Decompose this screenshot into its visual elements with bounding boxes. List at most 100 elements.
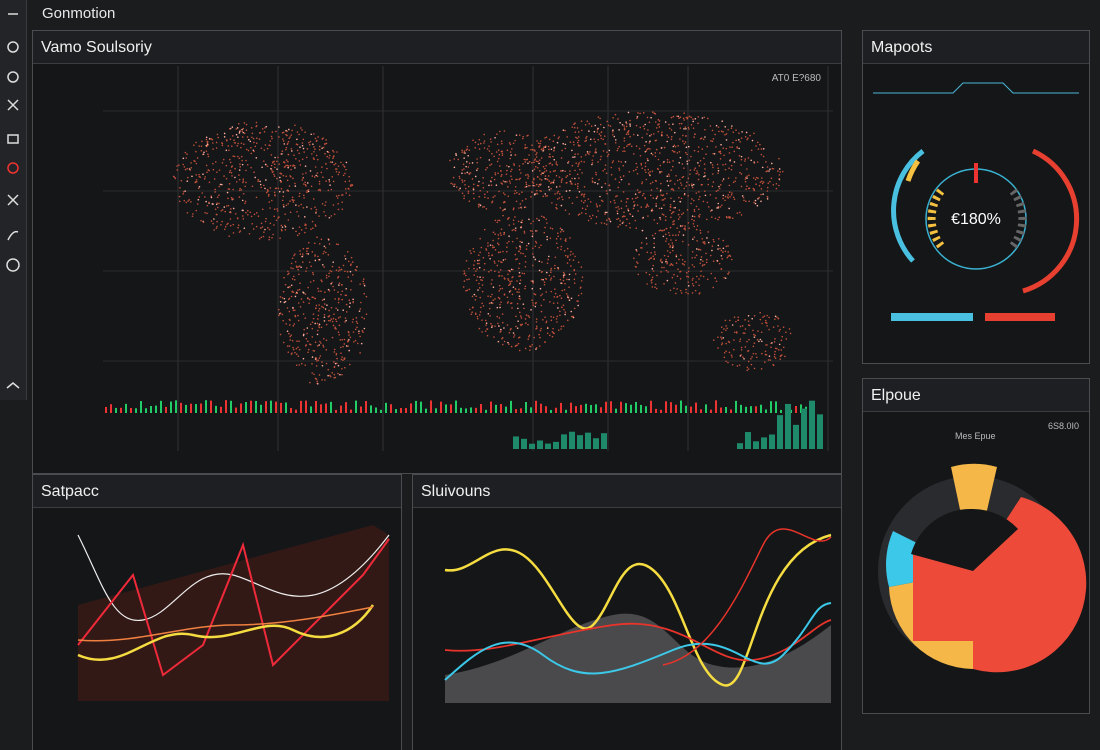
ticker-bar xyxy=(545,406,547,413)
ticker-bar xyxy=(595,404,597,413)
ticker-bar xyxy=(560,402,562,413)
ticker-bar xyxy=(465,408,467,413)
ticker-bar xyxy=(340,405,342,413)
ticker-bar xyxy=(640,404,642,413)
volume-bar xyxy=(513,436,519,449)
ticker-bar xyxy=(305,400,307,413)
ticker-bar xyxy=(325,403,327,413)
ticker-bar xyxy=(290,407,292,413)
ticker-bar xyxy=(585,403,587,413)
volume-bar xyxy=(737,443,743,449)
ticker-bar xyxy=(475,407,477,413)
ticker-bar xyxy=(600,407,602,413)
ticker-bar xyxy=(320,404,322,413)
ticker-bar xyxy=(395,409,397,413)
gauge-panel: Mapoots €180% xyxy=(862,30,1090,364)
right-chart-title: Sluivouns xyxy=(421,483,491,500)
ticker-bar xyxy=(770,401,772,413)
ticker-bar xyxy=(385,402,387,413)
ticker-bar xyxy=(185,404,187,413)
sidebar-icons xyxy=(6,13,20,389)
ticker-bar xyxy=(350,409,352,413)
ticker-bar xyxy=(375,407,377,413)
ticker-bar xyxy=(300,400,302,413)
left-chart-title: Satpacc xyxy=(41,483,99,500)
volume-bar xyxy=(561,434,567,449)
ticker-bar xyxy=(765,409,767,413)
ticker-bar xyxy=(410,403,412,413)
ticker-bar xyxy=(555,407,557,413)
left-chart-header xyxy=(33,475,401,508)
ticker-bar xyxy=(525,402,527,413)
ticker-bar xyxy=(570,402,572,413)
ticker-bar xyxy=(445,404,447,413)
ticker-bar xyxy=(505,406,507,413)
gauge: €180% xyxy=(873,82,1080,321)
ticker-bar xyxy=(795,405,797,413)
ticker-bar xyxy=(510,400,512,413)
ticker-bar xyxy=(735,400,737,413)
ticker-bar xyxy=(360,406,362,413)
ticker-bar xyxy=(620,401,622,413)
ticker-bar xyxy=(235,407,237,413)
ticker-bar xyxy=(455,400,457,413)
ticker-bar xyxy=(740,404,742,413)
ticker-bar xyxy=(670,402,672,413)
ticker-bar xyxy=(480,403,482,413)
ticker-bar xyxy=(575,406,577,413)
ticker-bar xyxy=(625,403,627,413)
ticker-bar xyxy=(195,404,197,413)
ticker-bar xyxy=(690,406,692,413)
sidebar xyxy=(0,0,27,400)
volume-bar xyxy=(761,437,767,449)
volume-bar xyxy=(521,438,527,449)
ticker-bar xyxy=(145,408,147,413)
ticker-bar xyxy=(450,404,452,413)
volume-bar xyxy=(553,441,559,449)
ticker-bar xyxy=(780,409,782,413)
ticker-bar xyxy=(335,409,337,413)
ticker-bar xyxy=(550,409,552,413)
ticker-bar xyxy=(440,401,442,413)
map-corner: AT0 E?680 xyxy=(771,73,821,84)
ticker-bar xyxy=(260,404,262,413)
ticker-bar xyxy=(140,400,142,413)
map-panel: Vamo Soulsoriy AT0 E?680 xyxy=(32,30,842,474)
ticker-bar xyxy=(405,408,407,413)
ticker-bar xyxy=(150,405,152,413)
ticker-bar xyxy=(695,402,697,413)
ticker-bar xyxy=(310,406,312,413)
ticker-bar xyxy=(745,406,747,413)
ticker-bar xyxy=(540,403,542,413)
ticker-bar xyxy=(755,406,757,413)
donut-title: Elpoue xyxy=(871,387,921,404)
volume-bar xyxy=(809,400,815,449)
ticker-bar xyxy=(535,400,537,413)
ticker-bar xyxy=(285,402,287,413)
ticker-bar xyxy=(240,403,242,413)
ticker-bar xyxy=(215,405,217,413)
ticker-bar xyxy=(190,403,192,413)
world-map xyxy=(103,66,833,451)
ticker-bar xyxy=(435,408,437,413)
donut xyxy=(878,463,1087,673)
ticker-bar xyxy=(115,407,117,413)
right-chart-panel: Sluivouns xyxy=(412,474,842,750)
ticker-bar xyxy=(345,402,347,413)
ticker-bar xyxy=(700,409,702,413)
app-title: Gonmotion xyxy=(42,5,116,22)
ticker-bar xyxy=(415,400,417,413)
volume-bar xyxy=(529,443,535,449)
volume-bar xyxy=(753,441,759,449)
ticker-bar xyxy=(750,406,752,413)
map-dots xyxy=(172,111,792,385)
ticker-bar xyxy=(485,409,487,413)
ticker-bar xyxy=(295,409,297,413)
ticker-bar xyxy=(520,408,522,413)
volume-bar xyxy=(785,403,791,449)
ticker-bar xyxy=(265,401,267,413)
ticker-bar xyxy=(760,404,762,413)
ticker-bar xyxy=(220,406,222,413)
right-chart xyxy=(444,528,832,703)
